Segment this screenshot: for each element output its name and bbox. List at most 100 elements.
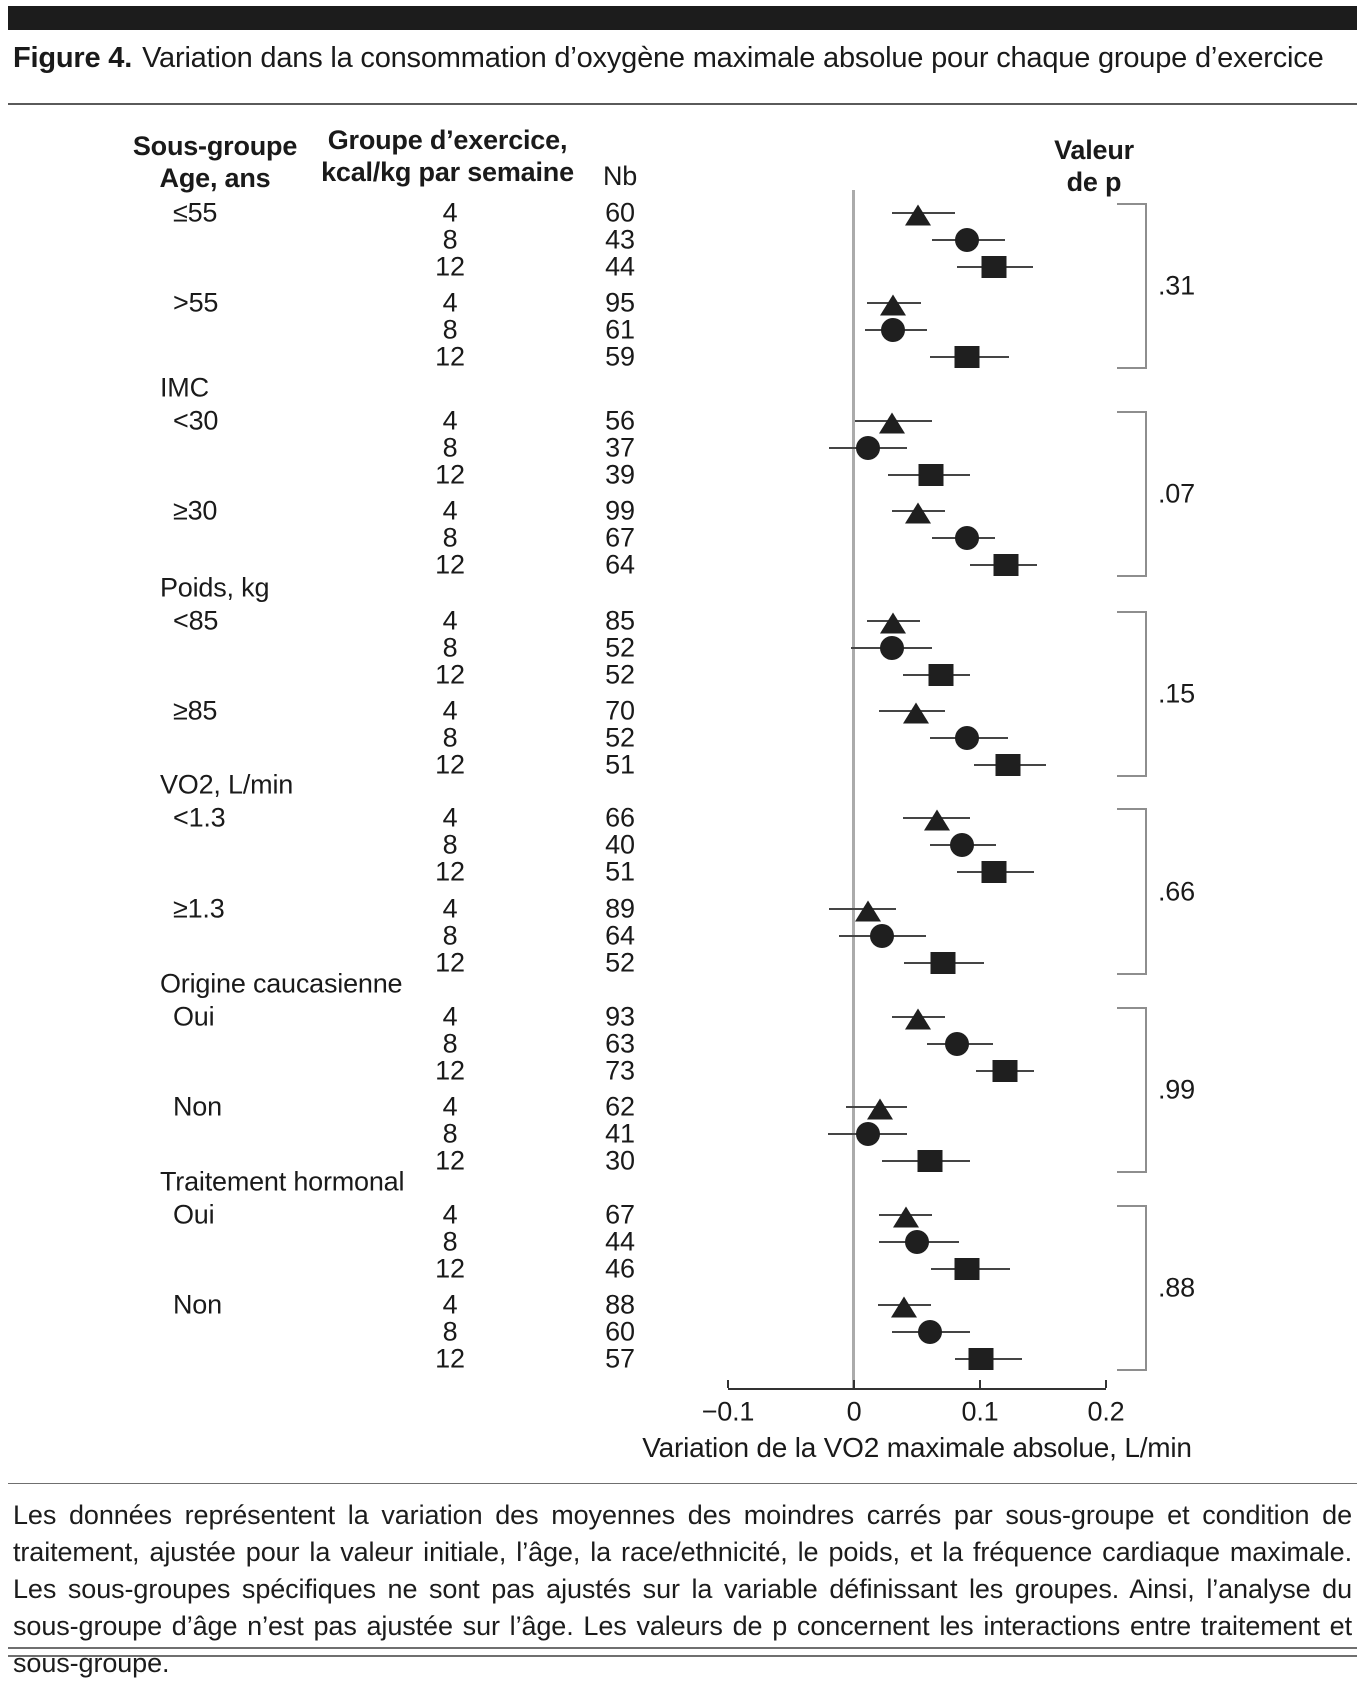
subgroup-label: ≤55 <box>173 197 218 228</box>
marker-square <box>968 1348 994 1370</box>
marker-triangle <box>924 809 951 831</box>
marker-circle <box>855 1122 880 1146</box>
exercise-group-value: 8 <box>442 632 458 663</box>
subgroup-label: ≥1.3 <box>173 893 225 924</box>
exercise-group-value: 8 <box>442 522 458 553</box>
subgroup-label: >55 <box>173 287 219 318</box>
marker-triangle <box>878 412 905 434</box>
marker-circle <box>955 526 980 550</box>
exercise-group-value: 4 <box>442 495 458 526</box>
n-value: 57 <box>605 1343 635 1374</box>
n-value: 70 <box>605 695 635 726</box>
exercise-group-value: 12 <box>435 251 465 282</box>
section-heading: VO2, L/min <box>160 769 294 800</box>
marker-triangle <box>880 294 907 316</box>
n-value: 60 <box>605 197 635 228</box>
subgroup-label: ≥30 <box>173 495 218 526</box>
pvalue-bracket-bottom <box>1117 367 1147 369</box>
subgroup-label: <30 <box>173 405 219 436</box>
col-header-pvalue: Valeur de p <box>1033 134 1155 198</box>
marker-square <box>954 346 980 368</box>
col-header-pvalue-line1: Valeur <box>1054 135 1134 165</box>
n-value: 62 <box>605 1091 635 1122</box>
pvalue-bracket-top <box>1117 1205 1147 1207</box>
pvalue-bracket-vertical <box>1145 1007 1147 1173</box>
marker-circle <box>855 436 880 460</box>
pvalue-bracket-top <box>1117 1007 1147 1009</box>
subgroup-label: <85 <box>173 605 219 636</box>
pvalue-text: .99 <box>1158 1074 1195 1105</box>
pvalue-text: .31 <box>1158 270 1195 301</box>
marker-circle <box>955 726 980 750</box>
exercise-group-value: 8 <box>442 1226 458 1257</box>
n-value: 99 <box>605 495 635 526</box>
exercise-group-value: 4 <box>442 893 458 924</box>
exercise-group-value: 12 <box>435 1253 465 1284</box>
pvalue-bracket-vertical <box>1145 611 1147 777</box>
col-header-exercise-line2: kcal/kg par semaine <box>321 157 574 187</box>
footnote-top-rule <box>8 1483 1357 1484</box>
x-axis-tick <box>853 1380 855 1388</box>
n-value: 73 <box>605 1055 635 1086</box>
exercise-group-value: 4 <box>442 287 458 318</box>
figure-footnote: Les données représentent la variation de… <box>13 1500 1352 1678</box>
exercise-group-value: 8 <box>442 1028 458 1059</box>
exercise-group-value: 8 <box>442 1316 458 1347</box>
n-value: 51 <box>605 749 635 780</box>
marker-square <box>992 1060 1018 1082</box>
marker-circle <box>905 1230 929 1254</box>
n-value: 37 <box>605 432 635 463</box>
marker-square <box>917 1150 943 1172</box>
x-axis-label: Variation de la VO2 maximale absolue, L/… <box>642 1432 1192 1463</box>
exercise-group-value: 12 <box>435 659 465 690</box>
marker-circle <box>945 1032 970 1056</box>
marker-triangle <box>905 1008 932 1030</box>
exercise-group-value: 12 <box>435 549 465 580</box>
col-header-pvalue-line2: de p <box>1066 167 1122 197</box>
pvalue-bracket-vertical <box>1145 1205 1147 1371</box>
col-header-subgroup: Sous-groupe Age, ans <box>95 130 335 194</box>
n-value: 67 <box>605 1199 635 1230</box>
subgroup-label: Non <box>173 1289 222 1320</box>
n-value: 63 <box>605 1028 635 1059</box>
figure-top-bar <box>8 6 1357 30</box>
marker-circle <box>955 228 980 252</box>
n-value: 95 <box>605 287 635 318</box>
pvalue-bracket-bottom <box>1117 973 1147 975</box>
n-value: 44 <box>605 251 635 282</box>
n-value: 40 <box>605 829 635 860</box>
pvalue-bracket-top <box>1117 203 1147 205</box>
subgroup-label: ≥85 <box>173 695 218 726</box>
n-value: 60 <box>605 1316 635 1347</box>
pvalue-bracket-top <box>1117 411 1147 413</box>
n-value: 39 <box>605 459 635 490</box>
marker-circle <box>917 1320 942 1344</box>
marker-circle <box>879 636 904 660</box>
pvalue-bracket-top <box>1117 611 1147 613</box>
col-header-exercise-line1: Groupe d’exercice, <box>327 125 568 155</box>
exercise-group-value: 4 <box>442 1001 458 1032</box>
n-value: 52 <box>605 659 635 690</box>
col-header-n-text: Nb <box>602 161 638 191</box>
figure-label: Figure 4. <box>13 42 133 74</box>
exercise-group-value: 8 <box>442 920 458 951</box>
section-heading: Poids, kg <box>160 572 270 603</box>
marker-square <box>995 754 1021 776</box>
marker-square <box>930 952 956 974</box>
exercise-group-value: 8 <box>442 829 458 860</box>
pvalue-bracket-vertical <box>1145 411 1147 577</box>
x-axis-tick-label: 0.1 <box>961 1396 999 1427</box>
figure-title: Figure 4. Variation dans la consommation … <box>13 38 1365 78</box>
exercise-group-value: 12 <box>435 856 465 887</box>
marker-circle <box>950 833 975 857</box>
exercise-group-value: 8 <box>442 1118 458 1149</box>
exercise-group-value: 8 <box>442 224 458 255</box>
n-value: 46 <box>605 1253 635 1284</box>
title-divider <box>8 103 1357 105</box>
exercise-group-value: 8 <box>442 432 458 463</box>
n-value: 64 <box>605 549 635 580</box>
x-axis-tick-label: 0.2 <box>1087 1396 1125 1427</box>
bottom-rule-1 <box>8 1647 1357 1649</box>
exercise-group-value: 12 <box>435 341 465 372</box>
n-value: 51 <box>605 856 635 887</box>
